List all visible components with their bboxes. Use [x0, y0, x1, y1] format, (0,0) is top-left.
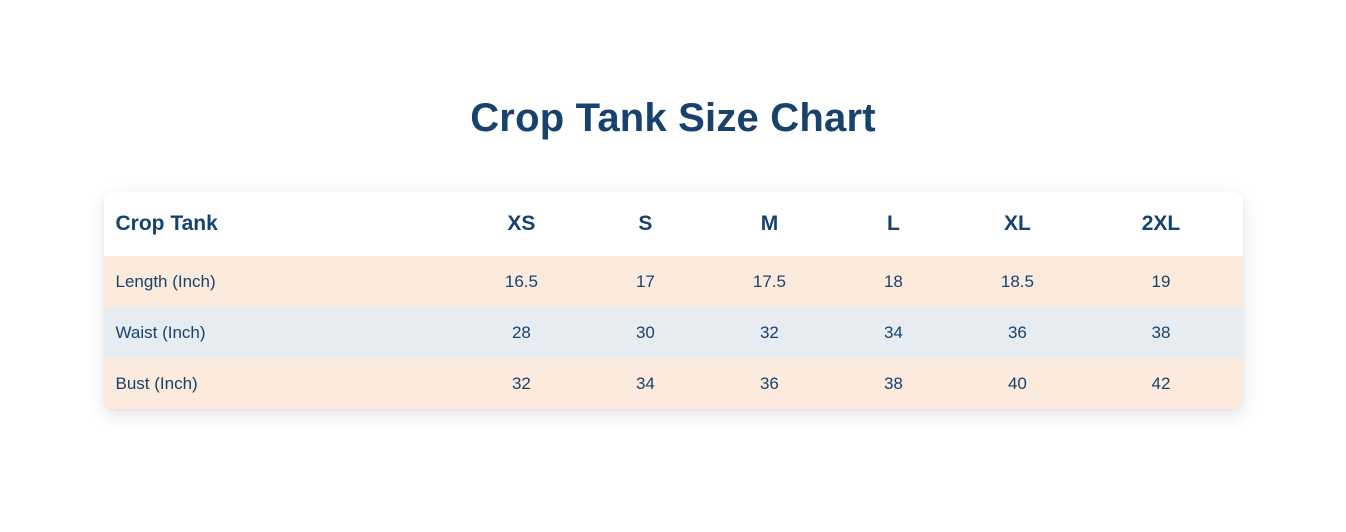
size-table: Crop Tank XS S M L XL 2XL Length (Inch) …	[103, 192, 1243, 409]
header-cell-2xl: 2XL	[1079, 192, 1243, 256]
row-label: Bust (Inch)	[115, 373, 198, 393]
size-chart-card: Crop Tank XS S M L XL 2XL Length (Inch) …	[103, 192, 1243, 409]
cell-value: 19	[1151, 271, 1171, 291]
cell-value: 32	[511, 373, 531, 393]
cell-value: 18	[883, 271, 903, 291]
header-cell-m: M	[707, 192, 832, 256]
cell-value: 42	[1151, 373, 1171, 393]
cell-value: 38	[1151, 322, 1171, 342]
cell-value: 36	[759, 373, 779, 393]
cell-value: 40	[1007, 373, 1027, 393]
cell-value: 30	[635, 322, 655, 342]
row-label: Waist (Inch)	[115, 322, 206, 342]
cell-value: 32	[759, 322, 779, 342]
cell-value: 34	[635, 373, 655, 393]
row-label: Length (Inch)	[115, 271, 216, 291]
table-row-waist: Waist (Inch) 28 30 32 34 36 38	[103, 307, 1243, 358]
table-row-length: Length (Inch) 16.5 17 17.5 18 18.5 19	[103, 256, 1243, 307]
cell-value: 38	[883, 373, 903, 393]
cell-value: 34	[883, 322, 903, 342]
header-cell-xs: XS	[459, 192, 584, 256]
table-row-bust: Bust (Inch) 32 34 36 38 40 42	[103, 358, 1243, 409]
header-cell-crop-tank: Crop Tank	[103, 192, 460, 256]
page-title: Crop Tank Size Chart	[470, 96, 876, 140]
header-cell-xl: XL	[955, 192, 1080, 256]
header-row: Crop Tank XS S M L XL 2XL	[103, 192, 1243, 256]
cell-value: 28	[511, 322, 531, 342]
cell-value: 17	[635, 271, 655, 291]
cell-value: 36	[1007, 322, 1027, 342]
header-cell-l: L	[831, 192, 956, 256]
cell-value: 16.5	[504, 271, 538, 291]
cell-value: 17.5	[752, 271, 786, 291]
cell-value: 18.5	[1000, 271, 1034, 291]
header-cell-s: S	[583, 192, 708, 256]
